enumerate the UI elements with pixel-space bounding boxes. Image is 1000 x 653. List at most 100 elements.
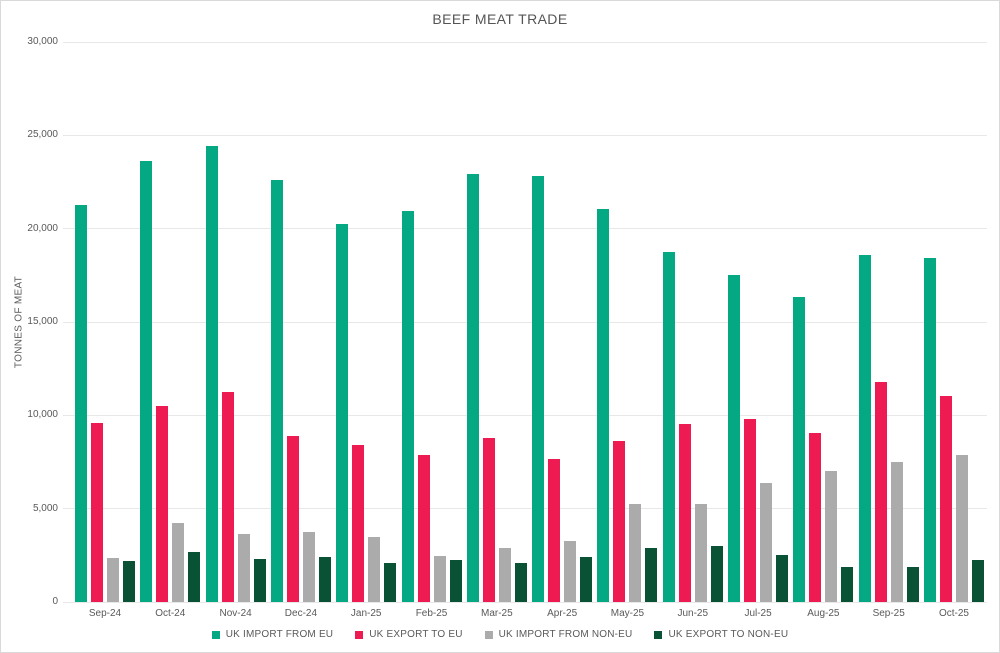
bar	[940, 395, 952, 602]
bar	[417, 454, 430, 602]
bar-group	[793, 296, 854, 602]
y-tick-label: 30,000	[27, 36, 58, 47]
bar	[890, 462, 903, 602]
bar	[776, 555, 789, 602]
legend-item: UK IMPORT FROM NON-EU	[484, 629, 633, 640]
bar	[744, 419, 757, 602]
bar-group	[336, 224, 397, 602]
legend-swatch-icon	[654, 630, 663, 639]
bar	[384, 562, 397, 602]
legend-item: UK EXPORT TO EU	[355, 629, 462, 640]
bar	[188, 551, 201, 602]
bar	[368, 536, 381, 602]
legend-swatch-icon	[211, 630, 220, 639]
bar	[956, 454, 968, 602]
legend: UK IMPORT FROM EU UK EXPORT TO EU UK IMPOR…	[1, 629, 999, 640]
bar	[580, 557, 593, 602]
bar-group	[532, 176, 593, 602]
y-axis-ticks: 0 5,000 10,000 15,000 20,000 25,000 30,000	[1, 36, 58, 607]
gridline	[63, 601, 987, 603]
bar	[352, 445, 365, 602]
bar	[514, 562, 527, 602]
x-axis-label: Jun-25	[677, 608, 709, 619]
bar	[482, 437, 495, 602]
legend-item: UK EXPORT TO NON-EU	[654, 629, 788, 640]
bar	[498, 547, 511, 602]
bar	[336, 224, 349, 602]
bar	[107, 558, 119, 602]
bar	[75, 205, 87, 602]
chart-title: BEEF MEAT TRADE	[432, 11, 568, 27]
bar	[91, 422, 103, 602]
y-tick-label: 10,000	[27, 409, 58, 421]
bar	[793, 296, 806, 602]
x-axis-label: Feb-25	[415, 608, 448, 619]
bar	[613, 441, 626, 602]
bar	[710, 546, 723, 602]
legend-label: UK EXPORT TO NON-EU	[668, 629, 789, 640]
legend-swatch-icon	[355, 630, 364, 639]
bar	[205, 145, 218, 602]
bar-group	[140, 160, 201, 602]
bar	[140, 160, 153, 602]
legend-label: UK IMPORT FROM EU	[225, 629, 334, 640]
bar	[401, 210, 414, 602]
x-axis-label: Sep-24	[88, 608, 122, 619]
y-tick-label: 25,000	[27, 129, 58, 141]
x-axis-label: Jan-25	[350, 608, 382, 619]
bar	[123, 560, 135, 602]
gridline	[63, 508, 987, 510]
bar	[221, 392, 234, 602]
bar-group	[270, 180, 331, 602]
bar	[694, 504, 707, 602]
bar	[906, 567, 919, 602]
bar	[841, 566, 854, 602]
plot-area	[63, 41, 987, 603]
bar	[548, 459, 561, 602]
legend-label: UK EXPORT TO EU	[369, 629, 463, 640]
legend-label: UK IMPORT FROM NON-EU	[498, 629, 633, 640]
bar	[760, 483, 773, 602]
bar	[449, 560, 462, 602]
bar	[466, 173, 479, 602]
x-axis-label: Jul-25	[744, 608, 772, 619]
bar	[809, 433, 822, 602]
x-axis-label: Dec-24	[284, 608, 318, 619]
bar	[728, 275, 741, 602]
y-tick-label: 0	[52, 596, 58, 607]
bar	[564, 541, 577, 602]
x-axis-label: Nov-24	[219, 608, 252, 619]
x-axis-label: Aug-25	[807, 608, 840, 619]
bar	[237, 533, 250, 602]
gridline	[63, 228, 987, 230]
bar-group	[662, 252, 723, 602]
bar	[874, 381, 887, 602]
x-axis-labels: Sep-24 Oct-24 Nov-24 Dec-24 Jan-25 Feb-25 Mar-…	[63, 608, 987, 622]
bar	[825, 471, 838, 602]
bar	[172, 522, 185, 602]
bar	[156, 406, 169, 602]
bar-group	[728, 275, 789, 602]
bar	[678, 423, 691, 602]
x-axis-label: Sep-25	[872, 608, 905, 619]
bar	[858, 254, 871, 602]
bar	[253, 559, 266, 602]
bar-group	[924, 257, 984, 602]
bar-group	[858, 254, 919, 602]
bar	[629, 504, 642, 602]
legend-swatch-icon	[484, 630, 493, 639]
bar-group	[597, 209, 658, 602]
gridline	[63, 321, 987, 323]
y-tick-label: 5,000	[32, 502, 58, 514]
bar	[972, 560, 984, 602]
x-axis-label: Mar-25	[481, 608, 513, 619]
bar-group	[205, 145, 266, 602]
bar-group	[466, 173, 527, 602]
x-axis-label: Oct-24	[155, 608, 186, 619]
gridline	[63, 134, 987, 136]
bar	[433, 556, 446, 602]
gridline	[63, 41, 987, 43]
gridline	[63, 414, 987, 416]
y-tick-label: 20,000	[27, 222, 58, 234]
